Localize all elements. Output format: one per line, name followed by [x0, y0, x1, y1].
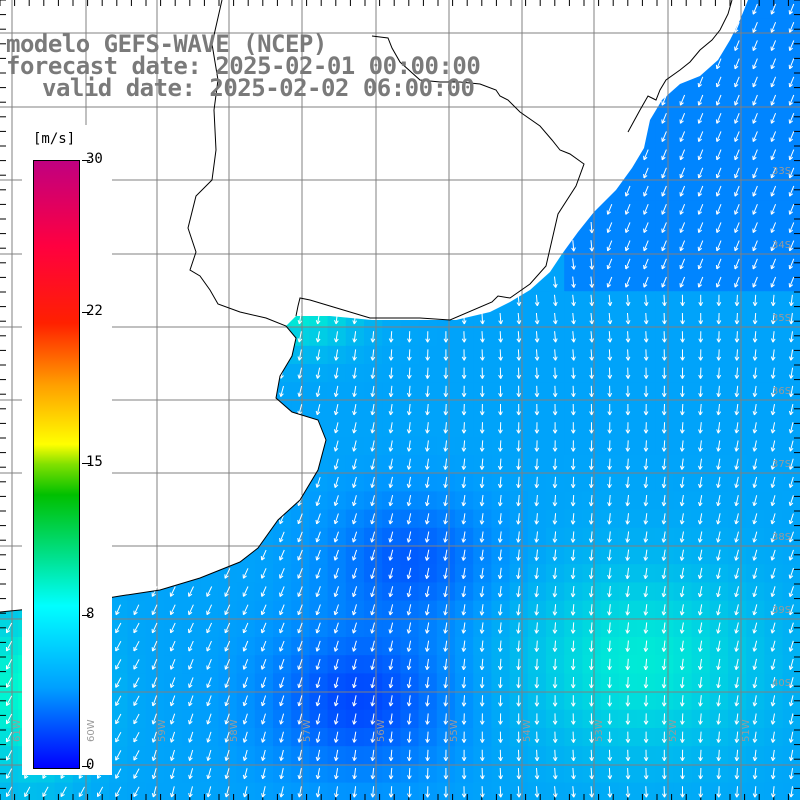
colorbar-panel: [m/s] 30 22 15 8 0 [22, 125, 112, 775]
colorbar-label-30: 30 [86, 151, 103, 167]
lat-label: 34S [772, 240, 791, 251]
lat-label: 37S [772, 459, 791, 470]
lon-label: 61W [12, 719, 23, 742]
lat-label: 36S [772, 386, 791, 397]
lon-label: 51W [741, 719, 752, 742]
lon-label: 56W [376, 719, 387, 742]
colorbar-label-0: 0 [86, 757, 94, 773]
lon-label: 54W [522, 719, 533, 742]
lon-label: 58W [229, 719, 240, 742]
colorbar [33, 160, 80, 769]
colorbar-label-15: 15 [86, 454, 103, 470]
lat-label: 39S [772, 605, 791, 616]
lat-label: 35S [772, 313, 791, 324]
colorbar-unit: [m/s] [33, 131, 75, 147]
lat-label: 40S [772, 678, 791, 689]
colorbar-label-8: 8 [86, 606, 94, 622]
lon-label: 52W [668, 719, 679, 742]
colorbar-label-22: 22 [86, 303, 103, 319]
lon-label: 59W [157, 719, 168, 742]
lon-label: 60W [86, 719, 97, 742]
lat-label: 33S [772, 166, 791, 177]
lat-label: 38S [772, 532, 791, 543]
title-valid-date: valid date: 2025-02-02 06:00:00 [42, 76, 474, 100]
lon-label: 53W [594, 719, 605, 742]
lon-label: 55W [449, 719, 460, 742]
lon-label: 57W [302, 719, 313, 742]
